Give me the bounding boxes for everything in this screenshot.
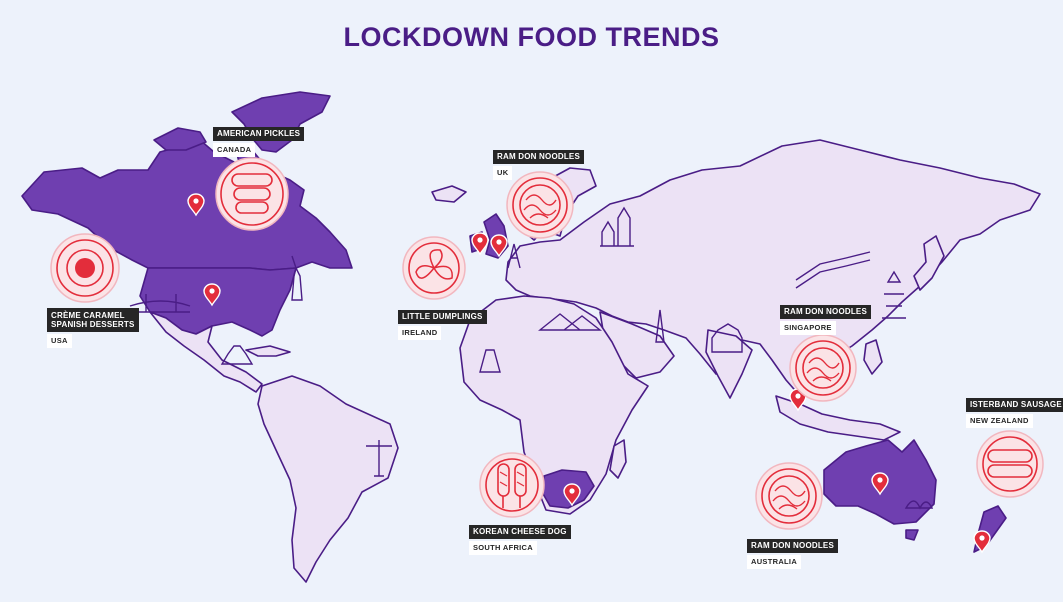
tower-block-landmark-icon	[479, 349, 501, 373]
page-title: LOCKDOWN FOOD TRENDS	[343, 22, 720, 52]
singapore-label: RAM DON NOODLES SINGAPORE	[780, 305, 871, 335]
opera-house-landmark-icon	[904, 500, 934, 510]
food-name: ISTERBAND SAUSAGE	[966, 398, 1063, 412]
iceland-shape	[431, 185, 467, 203]
pagoda-landmark-icon	[882, 270, 906, 319]
statue-of-liberty-landmark-icon	[291, 255, 303, 301]
noodle-bowl-icon[interactable]	[789, 334, 857, 402]
south-america-shape	[257, 375, 399, 583]
creme-caramel-icon[interactable]	[50, 233, 120, 303]
japan-shape	[913, 235, 945, 291]
caribbean-shape	[245, 345, 291, 357]
country-name: UK	[493, 166, 513, 180]
pickles-icon[interactable]	[215, 157, 289, 231]
australia-label: RAM DON NOODLES AUSTRALIA	[747, 539, 838, 569]
country-name: NEW ZEALAND	[966, 414, 1033, 428]
uk-label: RAM DON NOODLES UK	[493, 150, 584, 180]
burj-landmark-icon	[655, 309, 665, 343]
south-africa-label: KOREAN CHEESE DOG SOUTH AFRICA	[469, 525, 571, 555]
mexico-shape	[149, 311, 263, 393]
food-name: KOREAN CHEESE DOG	[469, 525, 571, 539]
eiffel-tower-landmark-icon	[507, 243, 521, 269]
noodle-bowl-icon[interactable]	[755, 462, 823, 530]
christ-redeemer-landmark-icon	[366, 440, 392, 477]
sausage-icon[interactable]	[976, 430, 1044, 498]
madagascar-shape	[609, 439, 627, 479]
country-name: CANADA	[213, 143, 256, 157]
philippines-shape	[863, 339, 883, 375]
food-name: RAM DON NOODLES	[780, 305, 871, 319]
food-name: RAM DON NOODLES	[747, 539, 838, 553]
canada-label: AMERICAN PICKLES CANADA	[213, 127, 305, 157]
food-name: CRÈME CARAMEL SPANISH DESSERTS	[47, 308, 139, 333]
country-name: SINGAPORE	[780, 321, 836, 335]
mayan-pyramid-landmark-icon	[220, 345, 254, 365]
new-zealand-label: ISTERBAND SAUSAGE NEW ZEALAND	[966, 398, 1063, 428]
food-name: AMERICAN PICKLES	[213, 127, 305, 141]
country-name: AUSTRALIA	[747, 555, 802, 569]
india-shape	[705, 329, 753, 399]
taj-mahal-landmark-icon	[711, 323, 743, 353]
usa-label: CRÈME CARAMEL SPANISH DESSERTS USA	[47, 308, 139, 348]
noodle-bowl-icon[interactable]	[506, 171, 574, 239]
ireland-label: LITTLE DUMPLINGS IRELAND	[398, 310, 487, 340]
tasmania-shape	[905, 529, 919, 541]
food-name: RAM DON NOODLES	[493, 150, 584, 164]
africa-shape	[459, 295, 649, 515]
country-name: SOUTH AFRICA	[469, 541, 537, 555]
great-wall-landmark-icon	[795, 251, 871, 289]
indonesia-shape	[775, 395, 901, 441]
dumplings-icon[interactable]	[402, 236, 466, 300]
food-name: LITTLE DUMPLINGS	[398, 310, 487, 324]
kremlin-landmark-icon	[600, 206, 634, 247]
pyramids-landmark-icon	[538, 313, 603, 331]
corn-dog-icon[interactable]	[479, 452, 545, 518]
arctic-islands-shape	[153, 127, 207, 151]
country-name: USA	[47, 334, 72, 348]
country-name: IRELAND	[398, 326, 442, 340]
bridge-landmark-icon	[129, 294, 191, 313]
